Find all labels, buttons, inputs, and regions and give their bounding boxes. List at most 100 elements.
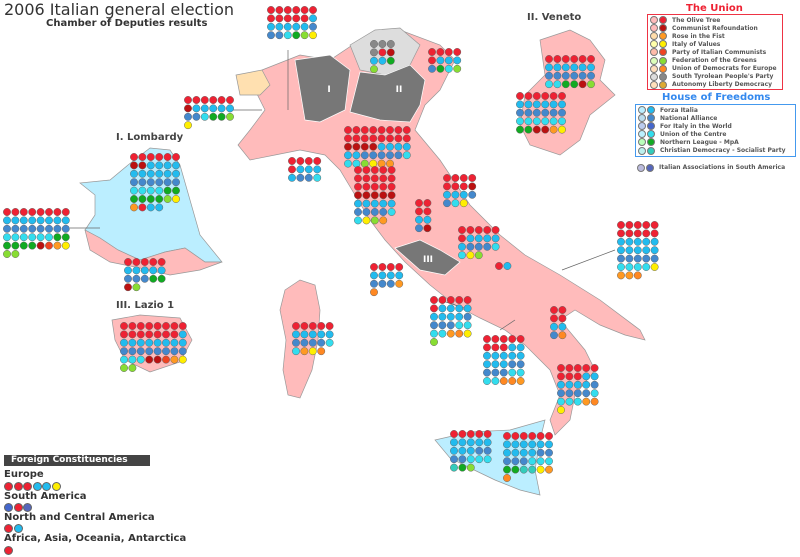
seat-the-olive-tree [495,262,503,270]
seat-forza-italia [491,234,500,243]
foreign-constituencies-header: Foreign Constituencies [4,455,150,466]
seat-union-of-democrats-for-europe [508,377,517,385]
seat-the-olive-tree [292,14,301,23]
party-light-swatch-icon [638,146,646,155]
seat-national-alliance [300,338,309,347]
seat-forza-italia [516,100,524,109]
seat-the-olive-tree [325,322,334,330]
seat-the-olive-tree [136,330,145,339]
seat-forza-italia [172,169,180,178]
seat-union-of-the-centre [3,233,11,242]
seat-forza-italia [458,242,466,251]
seat-northern-league-mpa [163,186,172,195]
seat-forza-italia [475,438,484,447]
seat-the-olive-tree [549,92,558,100]
seat-forza-italia [178,338,187,347]
seat-the-olive-tree [275,6,284,14]
seat-forza-italia [587,63,595,72]
seat-northern-league-mpa [53,233,62,242]
seat-the-olive-tree [184,96,192,104]
seat-national-alliance [503,457,511,466]
seat-national-alliance [163,178,172,187]
seat-the-olive-tree [192,96,201,104]
seat-the-olive-tree [582,364,591,372]
seat-forza-italia [508,343,517,352]
legend-label: Union of the Centre [660,130,727,138]
seat-forza-italia [370,56,378,65]
seat-union-of-the-centre [36,233,45,242]
seat-union-of-democrats-for-europe [633,271,642,280]
seat-forza-italia [120,338,128,347]
inset-lombardy-south [84,229,223,276]
seat-national-alliance [466,242,475,251]
seat-the-olive-tree [491,226,500,234]
seat-forza-italia [491,351,500,360]
seat-federation-of-the-greens [466,463,475,472]
seat-union-of-the-centre [553,80,562,89]
seat-communist-refoundation [541,125,550,134]
seat-union-of-the-centre [532,117,541,126]
seat-union-of-democrats-for-europe [370,288,378,297]
seat-forza-italia [450,446,458,455]
seat-national-alliance [415,224,423,233]
seat-the-olive-tree [124,258,132,266]
seat-rose-in-the-fist [300,347,309,356]
seat-national-alliance [354,208,362,216]
seat-the-olive-tree [28,208,37,216]
seat-the-olive-tree [565,372,574,381]
seat-forza-italia [549,100,558,109]
seat-rose-in-the-fist [625,271,634,280]
seat-the-olive-tree [170,330,179,339]
seat-the-olive-tree [402,126,411,134]
legend-label: Northern League - MpA [660,138,739,146]
seat-union-of-the-centre [11,233,20,242]
seat-communist-refoundation [354,191,362,200]
seat-union-of-the-centre [458,251,466,260]
seat-union-of-the-centre [573,397,582,406]
seat-the-olive-tree [466,226,475,234]
seat-forza-italia [528,448,537,457]
seat-the-olive-tree [130,153,138,161]
seat-icon [23,503,32,512]
seat-national-alliance [511,457,520,466]
seat-the-olive-tree [458,430,467,438]
seat-union-of-the-centre [524,117,533,126]
seat-the-olive-tree [217,96,226,104]
seat-the-olive-tree [475,430,484,438]
seat-forza-italia [36,216,45,225]
seat-the-olive-tree [354,182,362,191]
seat-rose-in-the-fist [545,465,553,474]
seat-national-alliance [508,360,517,369]
seat-south-tyrolean-people-s-party [378,40,387,48]
seat-the-olive-tree [483,343,491,352]
seat-the-olive-tree [136,322,145,330]
seat-national-alliance [132,274,141,283]
seat-communist-refoundation [362,191,371,200]
seat-national-alliance [483,446,492,455]
seat-forza-italia [532,100,541,109]
seat-forza-italia [19,216,28,225]
legend-item: Italian Associations in South America [637,163,797,172]
seat-union-of-democrats-for-europe [455,329,464,338]
seat-forza-italia [459,190,468,199]
seat-the-olive-tree [377,126,386,134]
seat-the-olive-tree [267,14,275,23]
seat-forza-italia [561,63,570,72]
seat-northern-league-mpa [436,64,445,73]
seat-communist-refoundation [130,161,138,170]
seat-forza-italia [130,169,138,178]
seat-the-olive-tree [45,208,53,216]
seat-the-olive-tree [443,174,451,182]
seat-federation-of-the-greens [120,364,128,372]
seat-forza-italia [458,446,467,455]
seat-the-olive-tree [423,199,432,207]
seat-forza-italia [354,199,362,208]
party-swatch-icon [659,24,667,33]
seat-forza-italia [438,304,447,313]
seat-the-olive-tree [308,322,317,330]
seat-national-alliance [561,71,570,80]
seat-union-of-the-centre [483,377,491,385]
seat-the-olive-tree [53,208,62,216]
seat-forza-italia [438,312,447,321]
